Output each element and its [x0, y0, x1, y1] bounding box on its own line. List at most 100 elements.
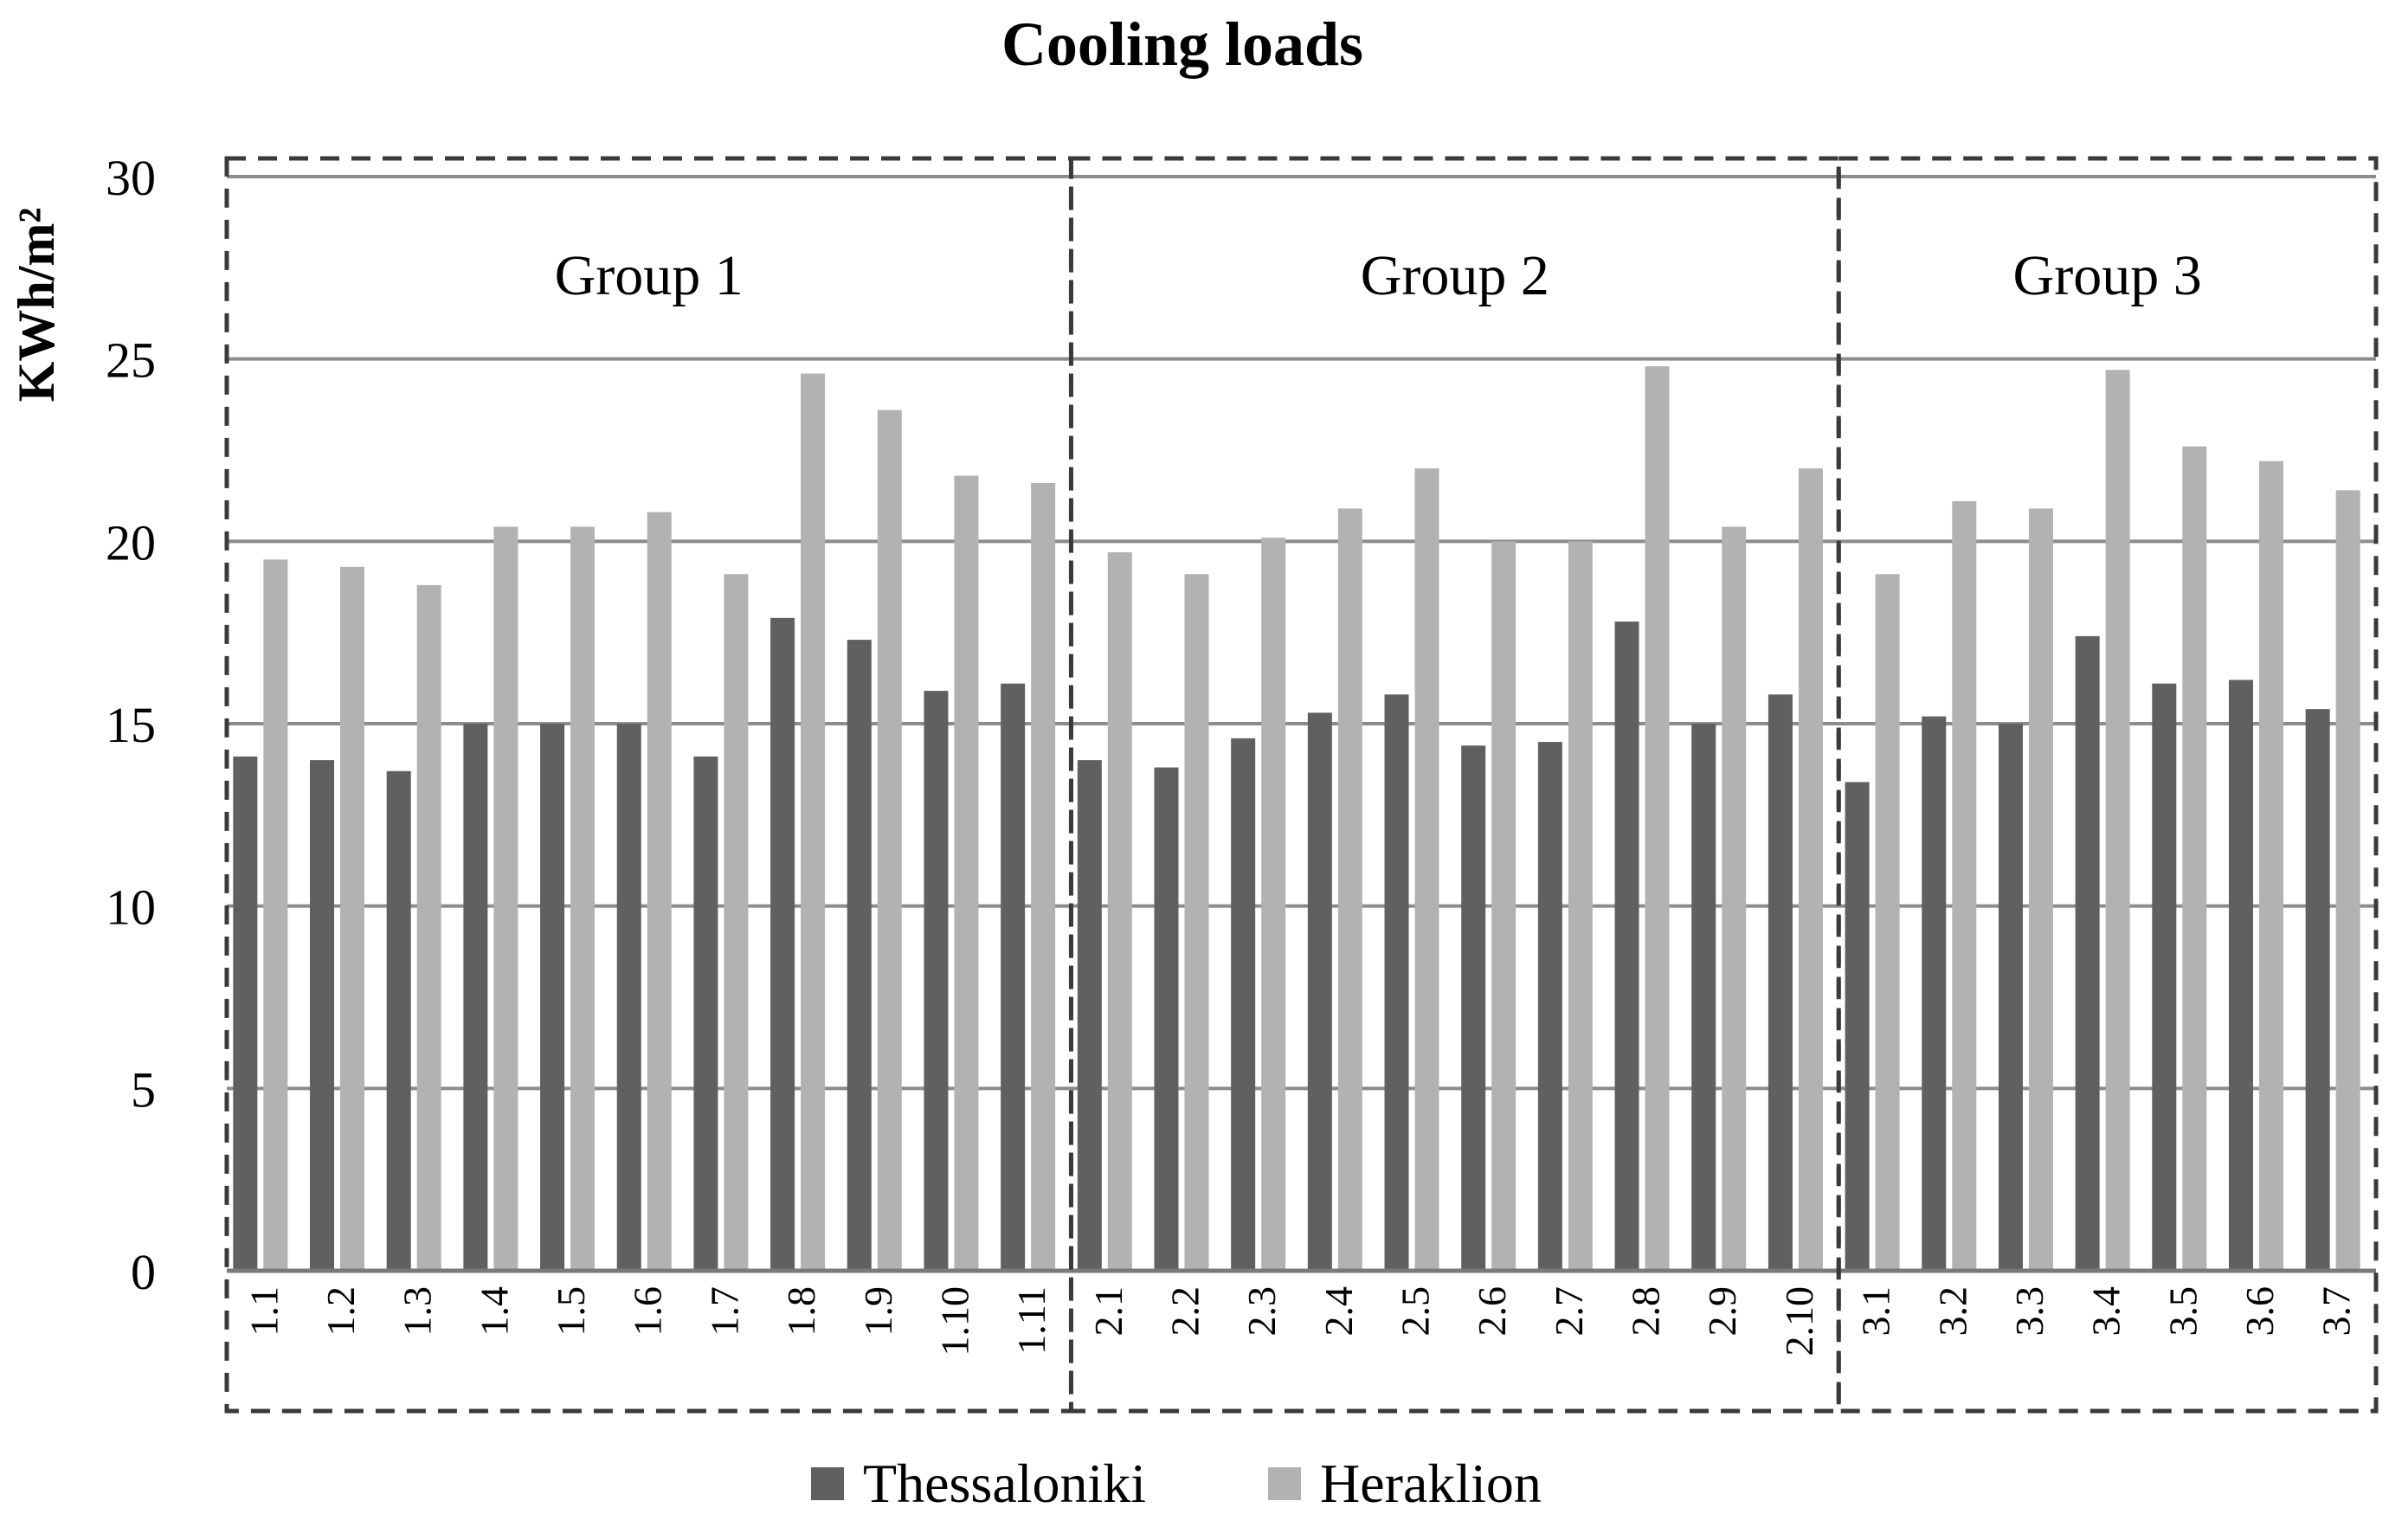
bar-heraklion-1-10: [954, 475, 979, 1271]
bar-heraklion-2-6: [1491, 541, 1516, 1271]
x-tick-label-2-8: 2.8: [1624, 1286, 1668, 1337]
bar-heraklion-3-3: [2028, 508, 2053, 1271]
bar-heraklion-2-10: [1798, 468, 1823, 1271]
bar-thessaloniki-3-4: [2075, 635, 2100, 1271]
bar-heraklion-1-8: [801, 373, 826, 1271]
bar-heraklion-3-1: [1875, 574, 1900, 1271]
bar-heraklion-1-11: [1031, 482, 1056, 1271]
group-layer: Group 1 Group 2 Group 3: [224, 156, 2379, 1414]
bar-thessaloniki-2-2: [1154, 767, 1179, 1271]
y-tick-label-0: 0: [131, 1244, 156, 1300]
bar-heraklion-2-8: [1645, 366, 1670, 1272]
legend-swatch-thessaloniki: [811, 1467, 844, 1500]
x-tick-label-2-2: 2.2: [1162, 1286, 1207, 1337]
x-tick-label-1-5: 1.5: [549, 1286, 593, 1337]
x-tick-label-2-3: 2.3: [1240, 1286, 1284, 1337]
x-tick-label-3-1: 3.1: [1854, 1286, 1898, 1337]
bar-heraklion-2-5: [1414, 468, 1439, 1271]
x-tick-label-1-4: 1.4: [472, 1286, 516, 1337]
legend-swatch-heraklion: [1268, 1467, 1301, 1500]
y-tick-label-30: 30: [106, 150, 156, 206]
bar-thessaloniki-2-1: [1077, 760, 1102, 1271]
x-tick-label-3-4: 3.4: [2084, 1286, 2128, 1337]
bar-thessaloniki-3-2: [1922, 716, 1947, 1271]
group-label-3: Group 3: [2013, 244, 2202, 307]
x-tick-label-1-9: 1.9: [856, 1286, 900, 1337]
bar-thessaloniki-1-11: [1001, 683, 1026, 1271]
x-tick-label-1-11: 1.11: [1009, 1286, 1053, 1355]
group-box-2: [1068, 156, 1841, 1414]
bar-thessaloniki-3-7: [2305, 709, 2330, 1271]
x-tick-label-3-5: 3.5: [2160, 1286, 2205, 1337]
x-tick-label-2-9: 2.9: [1700, 1286, 1744, 1337]
x-tick-label-2-4: 2.4: [1317, 1286, 1361, 1337]
bar-thessaloniki-2-6: [1461, 745, 1486, 1271]
x-tick-label-1-3: 1.3: [396, 1286, 440, 1337]
bar-heraklion-3-5: [2182, 446, 2207, 1271]
x-tick-label-1-8: 1.8: [779, 1286, 823, 1337]
x-tick-label-2-5: 2.5: [1394, 1286, 1438, 1337]
bar-thessaloniki-1-2: [310, 760, 335, 1271]
x-tick-label-2-6: 2.6: [1470, 1286, 1514, 1337]
bar-heraklion-2-3: [1261, 538, 1286, 1271]
bars-layer: [233, 366, 2360, 1272]
bar-thessaloniki-2-5: [1384, 694, 1409, 1271]
group-label-2: Group 2: [1361, 244, 1549, 307]
y-axis-label: KWh/m²: [8, 208, 65, 403]
bar-thessaloniki-1-8: [770, 617, 795, 1271]
bar-heraklion-1-2: [340, 566, 365, 1271]
bar-heraklion-1-1: [263, 559, 288, 1271]
legend-label-thessaloniki: Thessaloniki: [863, 1453, 1146, 1514]
y-tick-label-15: 15: [106, 697, 156, 753]
x-tick-label-1-6: 1.6: [626, 1286, 670, 1337]
group-label-1: Group 1: [555, 244, 744, 307]
bar-thessaloniki-3-1: [1845, 782, 1870, 1271]
bar-thessaloniki-1-1: [233, 756, 258, 1271]
x-tick-label-1-7: 1.7: [702, 1286, 746, 1337]
bar-thessaloniki-2-4: [1307, 712, 1332, 1271]
bar-thessaloniki-2-9: [1691, 724, 1716, 1271]
x-tick-label-1-2: 1.2: [319, 1286, 363, 1337]
bar-heraklion-2-1: [1107, 551, 1132, 1271]
bar-heraklion-2-7: [1568, 541, 1593, 1271]
bar-thessaloniki-3-5: [2152, 683, 2177, 1271]
bar-heraklion-1-5: [570, 526, 596, 1271]
x-tick-label-3-3: 3.3: [2007, 1286, 2051, 1337]
bar-thessaloniki-1-7: [693, 756, 718, 1271]
bar-heraklion-2-9: [1722, 526, 1747, 1271]
group-box-3: [1836, 156, 2379, 1414]
bar-thessaloniki-1-9: [847, 640, 872, 1271]
bar-heraklion-1-3: [416, 584, 441, 1271]
y-tick-label-20: 20: [106, 514, 156, 570]
x-tick-label-3-7: 3.7: [2315, 1286, 2359, 1337]
y-tick-label-10: 10: [106, 880, 156, 936]
bar-heraklion-3-2: [1952, 500, 1977, 1271]
bar-thessaloniki-1-10: [924, 691, 949, 1271]
bar-heraklion-1-4: [493, 526, 518, 1271]
bar-heraklion-2-2: [1184, 574, 1209, 1271]
bar-thessaloniki-1-6: [616, 724, 641, 1271]
x-tick-label-2-7: 2.7: [1547, 1286, 1591, 1337]
x-tick-label-3-6: 3.6: [2238, 1286, 2282, 1337]
bar-thessaloniki-2-3: [1231, 738, 1256, 1271]
bar-heraklion-3-7: [2335, 490, 2360, 1271]
bar-heraklion-3-4: [2105, 370, 2130, 1272]
x-tick-label-1-10: 1.10: [932, 1286, 976, 1356]
x-tick-label-2-1: 2.1: [1086, 1286, 1130, 1337]
bar-heraklion-2-4: [1337, 508, 1362, 1271]
bar-thessaloniki-1-5: [540, 724, 565, 1271]
x-tick-label-1-1: 1.1: [241, 1286, 286, 1337]
legend-label-heraklion: Heraklion: [1320, 1453, 1542, 1514]
bar-thessaloniki-2-8: [1614, 622, 1639, 1271]
bar-heraklion-1-9: [877, 409, 902, 1271]
y-tick-label-25: 25: [106, 332, 156, 389]
bar-thessaloniki-1-3: [386, 770, 411, 1271]
axis-layer: 0 5 10 15 20 25 30 1.1 1.2 1.3 1.4 1.5 1.6 1.7 1.8 1.9 1…: [106, 150, 2376, 1356]
bar-thessaloniki-2-10: [1768, 694, 1793, 1271]
x-tick-label-2-10: 2.10: [1777, 1286, 1821, 1356]
bar-heraklion-1-6: [647, 512, 672, 1271]
bar-thessaloniki-2-7: [1537, 742, 1562, 1271]
chart-title: Cooling loads: [1001, 10, 1363, 79]
